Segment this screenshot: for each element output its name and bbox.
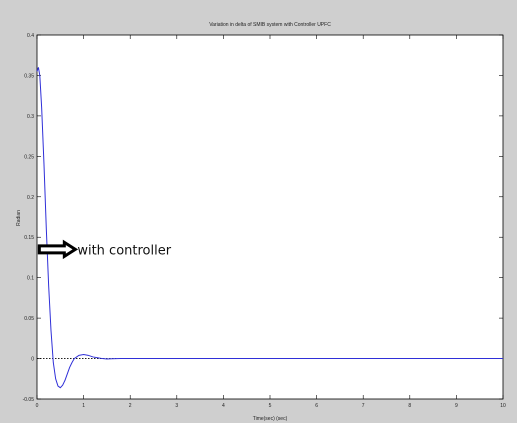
y-tick-label: -0.05 (23, 397, 35, 403)
x-tick-label: 1 (82, 403, 85, 409)
y-axis-label: Radian (16, 210, 22, 226)
y-tick-label: 0 (31, 357, 34, 363)
right-arrow-icon (37, 239, 79, 260)
y-tick-label: 0.1 (27, 276, 34, 282)
x-tick-label: 2 (129, 403, 132, 409)
y-tick-label: 0.05 (24, 316, 34, 322)
y-tick-label: 0.3 (27, 114, 34, 120)
y-tick-label: 0.35 (24, 73, 34, 79)
annotation-label: with controller (77, 243, 171, 258)
plot-area (36, 34, 504, 400)
x-tick-label: 10 (500, 403, 506, 409)
tick-labels: 0 1 2 3 4 5 6 7 8 9 10-0.0500.050.10.150.20.250.30… (23, 33, 506, 409)
x-tick-label: 7 (362, 403, 365, 409)
x-tick-label: 5 (269, 403, 272, 409)
axis-ticks (36, 34, 504, 400)
y-tick-label: 0.15 (24, 235, 34, 241)
annotation: with controller (37, 239, 172, 260)
x-tick-label: 9 (455, 403, 458, 409)
x-tick-label: 4 (222, 403, 225, 409)
series-line-delta (36, 67, 503, 389)
x-tick-label: 0 (36, 403, 39, 409)
x-tick-label: 3 (175, 403, 178, 409)
y-tick-label: 0.4 (27, 33, 34, 39)
x-tick-label: 6 (315, 403, 318, 409)
x-axis-label: Time(sec) (sec) (253, 416, 288, 422)
x-tick-label: 8 (408, 403, 411, 409)
y-tick-label: 0.2 (27, 195, 34, 201)
y-tick-label: 0.25 (24, 154, 34, 160)
chart-title: Variation in delta of SMIB system with C… (209, 22, 331, 28)
